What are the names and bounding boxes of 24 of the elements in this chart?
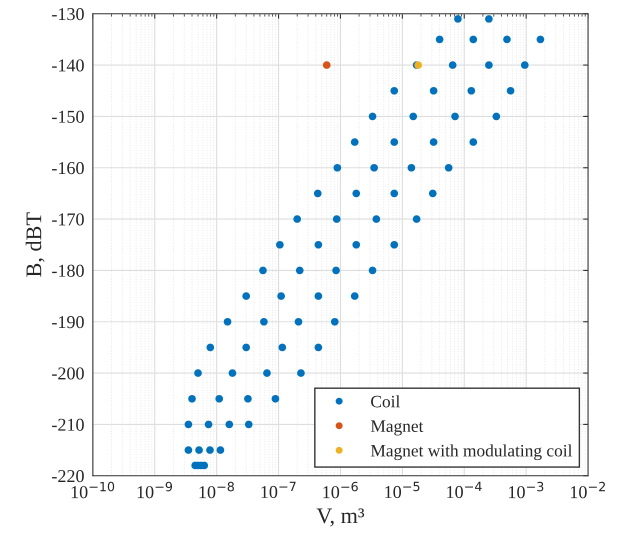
y-tick-label: -150 <box>52 110 84 123</box>
y-tick-label: -180 <box>52 264 84 277</box>
x-tick-label: 10$^{−3}$ <box>509 482 544 498</box>
y-tick-label: -210 <box>52 418 84 431</box>
y-tick-label: -170 <box>52 213 84 226</box>
x-tick-label: 10$^{−4}$ <box>447 482 482 498</box>
x-tick-label: 10$^{−6}$ <box>323 482 358 498</box>
legend-label: Magnet with modulating coil <box>370 444 572 460</box>
y-axis-title: B, dBT <box>26 212 45 277</box>
y-tick-label: -130 <box>52 8 84 20</box>
y-tick-label: -220 <box>52 470 84 482</box>
x-tick-label: 10$^{−5}$ <box>385 482 420 498</box>
x-tick-label: 10$^{−9}$ <box>138 482 172 498</box>
x-tick-label: 10$^{−10}$ <box>72 482 114 498</box>
legend-label: Magnet <box>370 420 424 436</box>
x-axis-title: V, m³ <box>316 508 364 526</box>
x-tick-label: 10$^{−8}$ <box>200 482 234 498</box>
x-tick-label: 10$^{−2}$ <box>570 482 605 498</box>
x-tick-label: 10$^{−7}$ <box>261 482 296 498</box>
y-tick-label: -140 <box>52 59 84 72</box>
y-tick-label: -190 <box>52 316 84 328</box>
y-tick-label: -200 <box>52 367 84 380</box>
legend-label: Coil <box>371 395 400 408</box>
y-tick-label: -160 <box>52 162 84 174</box>
